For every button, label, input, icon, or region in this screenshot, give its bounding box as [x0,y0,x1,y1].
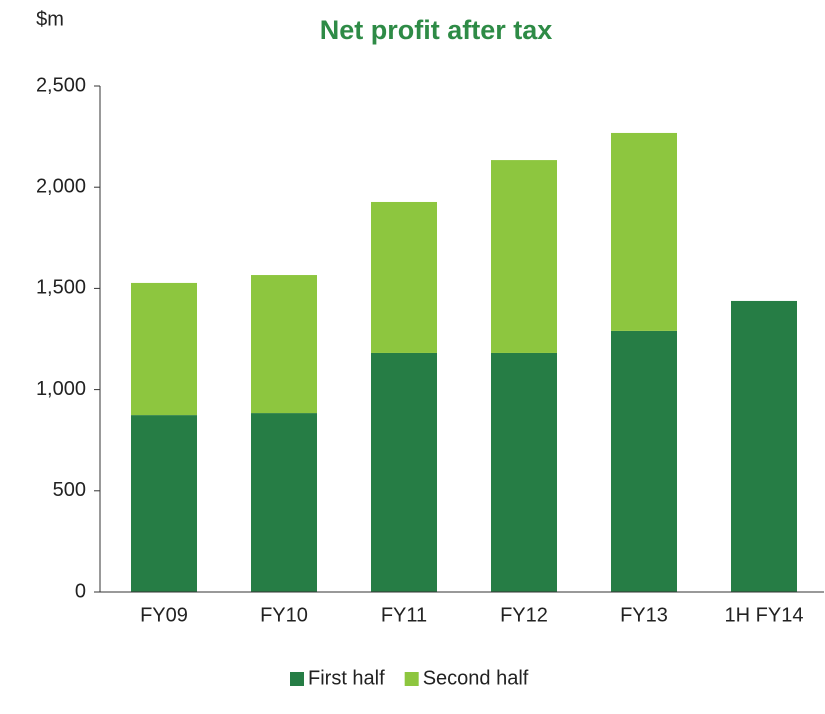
y-tick-label: 2,000 [36,175,86,197]
bar [611,132,677,331]
legend-swatch [404,672,419,686]
bar [371,201,437,353]
y-tick-label: 1,000 [36,378,86,400]
x-tick-label: FY13 [620,604,668,626]
bar [491,160,557,353]
bar [611,330,677,592]
y-axis-label: $m [36,8,64,30]
bar [251,275,317,414]
legend-swatch [290,672,304,686]
bar [131,282,197,416]
bar [371,352,437,592]
x-tick-label: FY12 [500,604,548,626]
legend-label: Second half [423,667,529,689]
y-tick-label: 2,500 [36,74,86,96]
chart-title: Net profit after tax [320,15,553,45]
bar [131,415,197,592]
y-tick-label: 0 [75,580,86,602]
x-tick-label: FY10 [260,604,308,626]
bar [251,413,317,592]
x-tick-label: 1H FY14 [725,604,804,626]
bar [491,352,557,592]
x-tick-label: FY11 [381,604,427,626]
y-tick-label: 1,500 [36,277,86,299]
bar [731,300,797,592]
y-tick-label: 500 [53,479,86,501]
legend-label: First half [308,667,385,689]
x-tick-label: FY09 [140,604,188,626]
